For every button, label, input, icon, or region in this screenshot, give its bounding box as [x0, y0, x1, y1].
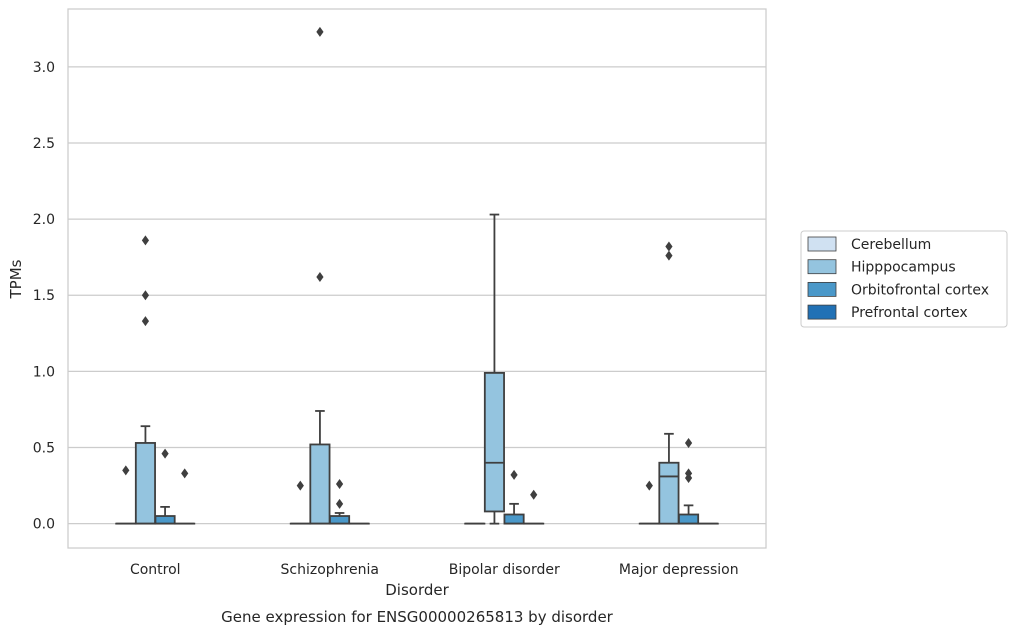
y-tick-label: 1.5: [33, 288, 55, 304]
outlier-point: [181, 468, 189, 479]
box-body: [154, 515, 176, 525]
box-orbitofrontal-cortex: [678, 437, 700, 525]
box-cerebellum: [289, 480, 311, 525]
outlier-point: [335, 479, 344, 490]
outlier-point: [316, 271, 324, 282]
chart-title: Gene expression for ENSG00000265813 by d…: [221, 608, 614, 626]
outlier-point: [530, 489, 538, 500]
box-cerebellum: [638, 480, 660, 525]
outlier-point: [296, 480, 304, 491]
outlier-point: [122, 465, 130, 476]
x-tick-label: Schizophrenia: [281, 562, 379, 578]
grid-lines: [68, 66, 766, 525]
x-tick-label: Major depression: [619, 562, 739, 578]
box-hipppocampus: [134, 235, 156, 525]
box-body: [658, 461, 680, 525]
y-tick-label: 2.5: [33, 136, 55, 152]
box-body: [329, 515, 351, 525]
outlier-point: [161, 448, 169, 459]
box-body: [309, 443, 331, 525]
y-axis-label: TPMs: [7, 259, 25, 299]
legend-label: Prefrontal cortex: [851, 305, 968, 321]
outlier-point: [665, 250, 673, 261]
x-axis-label: Disorder: [385, 581, 449, 599]
legend-frame: [800, 230, 1008, 328]
legend-swatch: [807, 304, 837, 320]
box-plot-marks: [115, 26, 719, 525]
legend-swatch: [807, 259, 837, 275]
box-body: [678, 513, 700, 525]
legend-swatch: [807, 281, 837, 297]
box-orbitofrontal-cortex: [329, 479, 351, 525]
box-hipppocampus: [483, 213, 505, 525]
plot-frame: [67, 8, 767, 549]
y-tick-label: 1.0: [33, 364, 55, 380]
box-hipppocampus: [309, 26, 331, 525]
x-tick-label: Bipolar disorder: [449, 562, 560, 578]
box-body: [134, 442, 156, 525]
legend-label: Cerebellum: [851, 237, 931, 253]
outlier-point: [316, 26, 324, 37]
outlier-point: [141, 316, 150, 327]
box-body: [483, 372, 505, 513]
y-tick-label: 2.0: [33, 212, 55, 228]
outlier-point: [510, 469, 518, 480]
outlier-point: [335, 498, 344, 509]
legend-label: Orbitofrontal cortex: [851, 282, 989, 298]
legend-swatch: [807, 236, 837, 252]
outlier-point: [684, 468, 693, 479]
box-orbitofrontal-cortex: [154, 448, 176, 525]
y-tick-label: 0.0: [33, 517, 55, 533]
y-tick-label: 3.0: [33, 60, 55, 76]
outlier-point: [141, 290, 150, 301]
x-tick-label: Control: [130, 562, 181, 578]
legend-label: Hipppocampus: [851, 260, 956, 276]
y-tick-label: 0.5: [33, 441, 55, 457]
box-prefrontal-cortex: [523, 489, 545, 525]
outlier-point: [645, 480, 653, 491]
x-tick-labels: Control Schizophrenia Bipolar disorder Majo…: [130, 562, 739, 578]
outlier-point: [684, 437, 693, 448]
legend: Cerebellum Hipppocampus Orbitofrontal cort…: [800, 230, 1008, 328]
outlier-point: [141, 235, 150, 246]
box-orbitofrontal-cortex: [503, 469, 525, 525]
box-body: [503, 513, 525, 525]
outlier-point: [665, 241, 673, 252]
box-hipppocampus: [658, 241, 680, 525]
box-prefrontal-cortex: [174, 468, 196, 525]
box-cerebellum: [115, 465, 137, 525]
y-tick-labels: 0.0 0.5 1.0 1.5 2.0 2.5 3.0: [33, 60, 55, 533]
